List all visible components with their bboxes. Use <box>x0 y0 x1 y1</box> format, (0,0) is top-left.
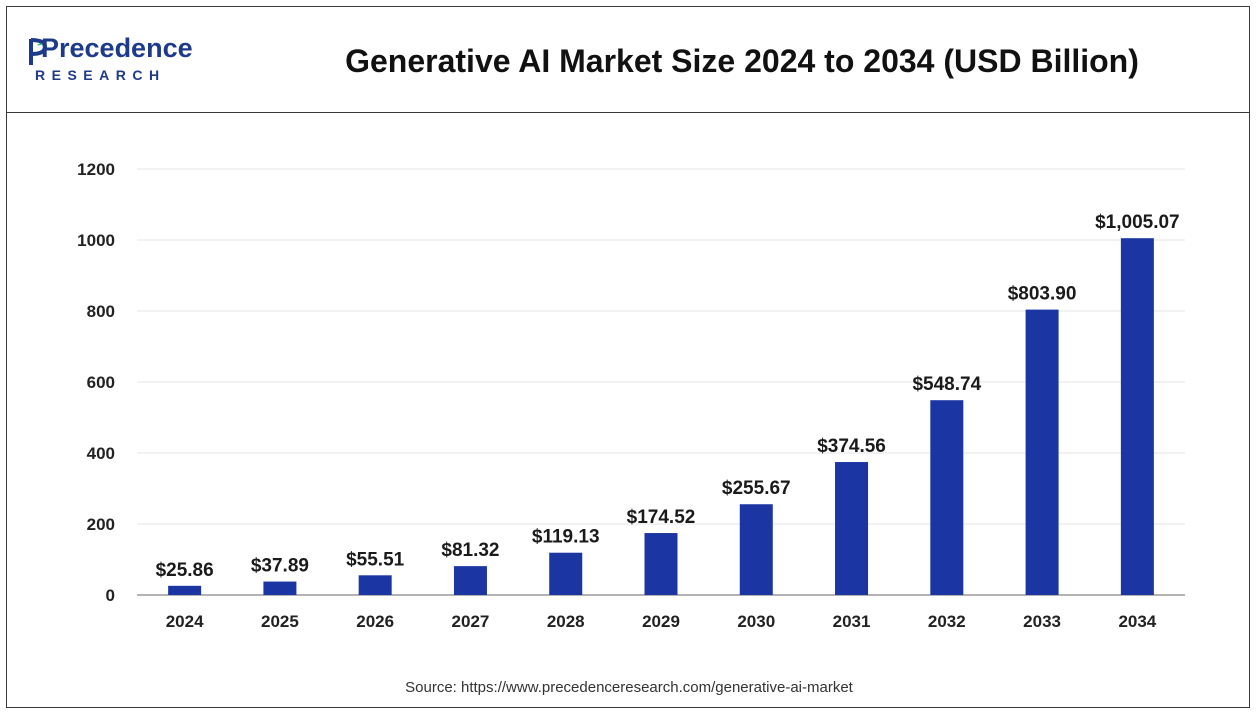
data-label: $81.32 <box>441 540 499 561</box>
bar-chart: 0 200 400 600 800 1000 1200 $25.86 2024 $37.89 202… <box>77 160 1185 631</box>
y-tick-label: 800 <box>87 302 115 321</box>
y-tick-label: 200 <box>87 515 115 534</box>
data-label: $55.51 <box>346 549 405 570</box>
x-tick-label: 2031 <box>833 612 871 631</box>
x-tick-label: 2027 <box>452 612 490 631</box>
header: Precedence RESEARCH Generative AI Market… <box>7 7 1249 113</box>
x-tick-label: 2025 <box>261 612 299 631</box>
bar <box>644 533 678 595</box>
chart-title: Generative AI Market Size 2024 to 2034 (… <box>345 43 1139 79</box>
y-tick-label: 1200 <box>77 160 115 179</box>
x-tick-label: 2024 <box>166 612 204 631</box>
logo-subtitle: RESEARCH <box>35 67 166 83</box>
data-label: $1,005.07 <box>1095 212 1180 233</box>
data-label: $37.89 <box>251 556 309 577</box>
bar <box>930 400 964 595</box>
y-tick-label: 400 <box>87 444 115 463</box>
data-label: $119.13 <box>532 527 600 548</box>
bar <box>453 566 487 595</box>
bar <box>263 581 297 595</box>
data-label: $25.86 <box>156 560 214 581</box>
x-tick-label: 2029 <box>642 612 680 631</box>
x-tick-label: 2033 <box>1023 612 1061 631</box>
x-tick-label: 2030 <box>737 612 775 631</box>
x-tick-label: 2034 <box>1118 612 1156 631</box>
data-label: $548.74 <box>912 374 981 395</box>
precedence-research-logo: Precedence RESEARCH <box>27 33 217 93</box>
y-tick-label: 0 <box>106 586 115 605</box>
bar <box>358 575 392 595</box>
bar <box>168 585 202 595</box>
bar <box>1025 309 1059 595</box>
chart-frame: Precedence RESEARCH Generative AI Market… <box>6 6 1250 708</box>
bar <box>835 462 869 595</box>
x-tick-label: 2028 <box>547 612 585 631</box>
bar <box>549 552 583 595</box>
logo-wordmark: Precedence <box>41 33 193 63</box>
logo-mark-icon <box>29 38 48 65</box>
data-label: $255.67 <box>722 478 791 499</box>
source-note: Source: https://www.precedenceresearch.c… <box>405 679 853 696</box>
x-tick-label: 2026 <box>356 612 394 631</box>
y-tick-label: 1000 <box>77 231 115 250</box>
y-tick-label: 600 <box>87 373 115 392</box>
bar <box>1120 238 1154 596</box>
data-label: $374.56 <box>817 436 886 457</box>
bar <box>739 504 773 595</box>
data-label: $803.90 <box>1008 284 1077 305</box>
x-tick-label: 2032 <box>928 612 966 631</box>
data-label: $174.52 <box>627 507 696 528</box>
